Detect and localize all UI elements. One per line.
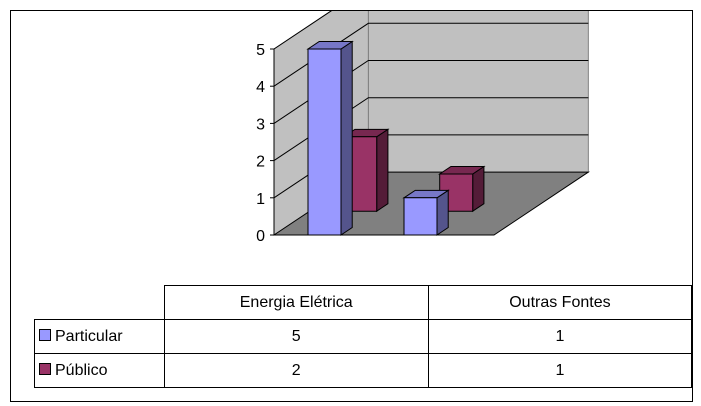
- gridline: [273, 11, 332, 50]
- bar-side: [376, 128, 389, 213]
- gridline: [273, 97, 589, 162]
- legend-swatch-publico: [39, 363, 51, 376]
- gridline: [273, 60, 589, 124]
- data-table: Energia Elétrica Outras Fontes Particula…: [34, 285, 693, 388]
- y-tick-label: 2: [256, 154, 265, 171]
- series-name: Particular: [55, 327, 123, 345]
- bar: [438, 165, 486, 213]
- table-row: Público 2 1: [34, 353, 693, 388]
- row-header: Público: [34, 353, 165, 388]
- row-header: Particular: [34, 319, 165, 354]
- y-tick-label: 0: [256, 228, 265, 245]
- table-cell: 2: [163, 353, 429, 388]
- y-axis: 0 1 2 3 4 5: [256, 42, 275, 245]
- series-name: Público: [55, 361, 108, 379]
- table-row: Particular 5 1: [34, 319, 693, 354]
- table-cell: 5: [163, 319, 429, 354]
- bar: [402, 189, 450, 236]
- y-tick-label: 4: [256, 79, 265, 96]
- column-header: Outras Fontes: [427, 285, 693, 320]
- chart-plot: 0 1 2 3 4 5: [256, 11, 591, 245]
- gridline: [273, 22, 589, 87]
- table-cell: 1: [427, 353, 693, 388]
- table-cell: 1: [427, 319, 693, 354]
- legend-swatch-particular: [39, 329, 51, 342]
- y-tick-label: 1: [256, 191, 265, 208]
- bar: [306, 40, 354, 236]
- bar-front: [403, 197, 438, 236]
- back-wall: [367, 11, 589, 173]
- column-header: Energia Elétrica: [163, 285, 429, 320]
- table-header-row: Energia Elétrica Outras Fontes: [34, 285, 693, 320]
- y-tick-label: 3: [256, 116, 265, 133]
- y-tick-label: 5: [256, 42, 265, 59]
- table-corner: [34, 285, 165, 320]
- bar-side: [340, 40, 353, 236]
- bars: [306, 40, 486, 236]
- bar-front: [307, 48, 342, 236]
